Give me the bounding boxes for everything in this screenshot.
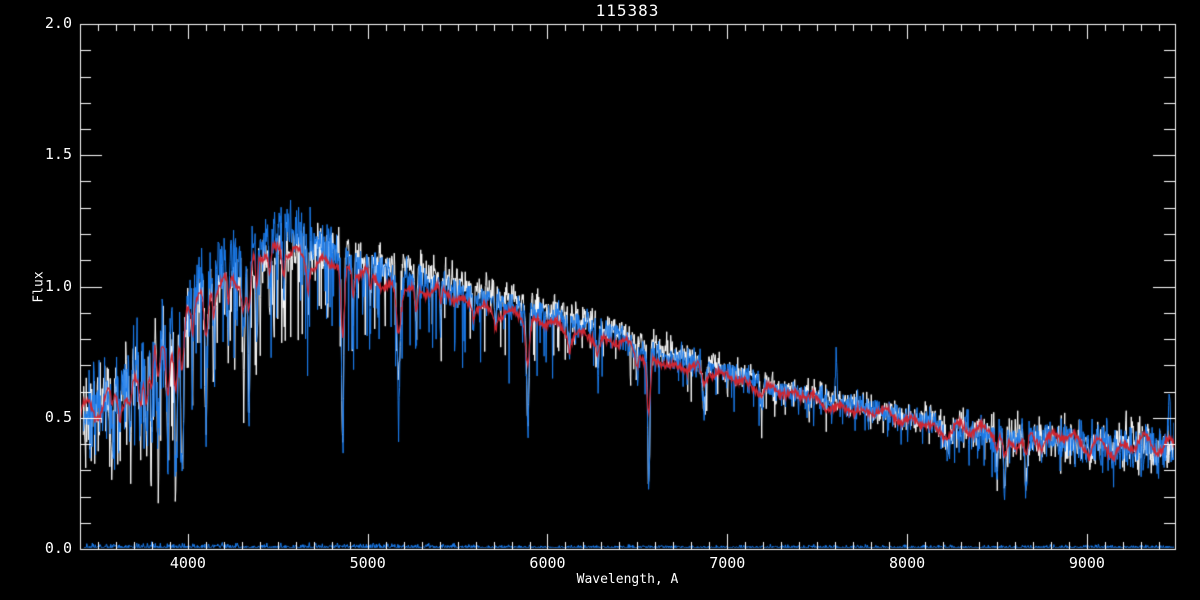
y-tick-label: 0.0 xyxy=(44,539,72,557)
y-tick-label: 1.0 xyxy=(44,276,72,295)
x-tick-label: 7000 xyxy=(709,554,746,572)
plot-title: 115383 xyxy=(595,1,660,20)
x-tick-label: 9000 xyxy=(1068,554,1105,572)
y-tick-label: 2.0 xyxy=(44,14,72,32)
x-tick-label: 5000 xyxy=(349,554,386,572)
x-axis-label: Wavelength, A xyxy=(576,572,679,587)
x-tick-label: 6000 xyxy=(529,554,566,572)
y-tick-label: 1.5 xyxy=(44,145,72,164)
x-tick-label: 8000 xyxy=(889,554,926,572)
y-tick-label: 0.5 xyxy=(44,407,72,426)
x-tick-label: 4000 xyxy=(169,554,206,572)
